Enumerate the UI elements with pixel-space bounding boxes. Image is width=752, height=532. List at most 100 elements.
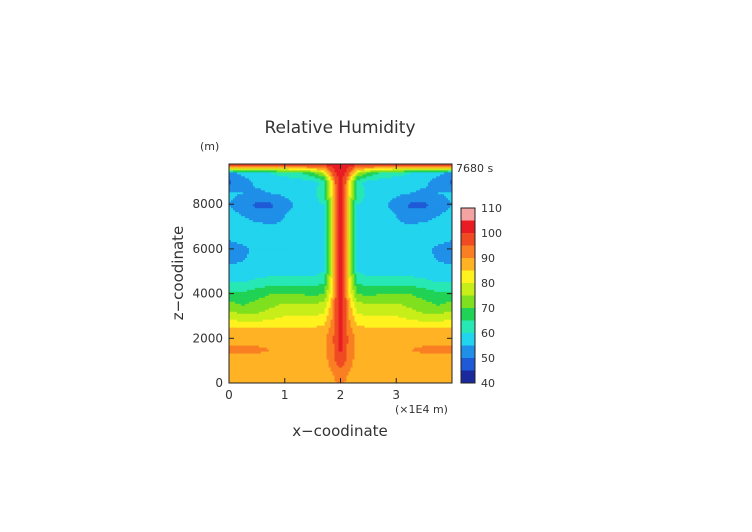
field-cell — [334, 377, 337, 380]
field-cell — [286, 353, 290, 356]
field-cell — [290, 369, 294, 372]
field-cell — [372, 321, 375, 324]
field-cell — [378, 321, 381, 324]
field-cell — [338, 331, 341, 334]
field-cell — [284, 367, 288, 370]
field-cell — [268, 307, 272, 310]
field-cell — [336, 311, 339, 314]
field-cell — [246, 293, 250, 296]
field-cell — [334, 297, 337, 300]
field-cell — [230, 363, 234, 366]
field-cell — [290, 353, 294, 356]
field-cell — [388, 311, 391, 314]
field-cell — [330, 367, 333, 370]
field-cell — [252, 337, 256, 340]
field-cell — [358, 301, 361, 304]
field-cell — [376, 341, 379, 344]
field-cell — [314, 303, 318, 306]
field-cell — [372, 353, 375, 356]
field-cell — [252, 333, 256, 336]
field-cell — [322, 365, 325, 368]
field-cell — [288, 353, 292, 356]
field-cell — [260, 359, 264, 362]
field-cell — [260, 355, 264, 358]
field-cell — [424, 295, 427, 298]
field-cell — [406, 325, 409, 328]
field-cell — [374, 339, 377, 342]
field-cell — [418, 341, 421, 344]
field-cell — [344, 355, 347, 358]
field-cell — [342, 381, 345, 384]
field-cell — [394, 341, 397, 344]
field-cell — [428, 321, 431, 324]
field-cell — [342, 343, 345, 346]
field-cell — [392, 373, 395, 376]
field-cell — [426, 335, 429, 338]
field-cell — [344, 311, 347, 314]
field-cell — [298, 337, 302, 340]
field-cell — [322, 367, 325, 370]
field-cell — [438, 365, 441, 368]
field-cell — [348, 333, 351, 336]
field-cell — [404, 373, 407, 376]
field-cell — [426, 305, 429, 308]
field-cell — [338, 313, 341, 316]
field-cell — [362, 377, 365, 380]
field-cell — [430, 329, 433, 332]
field-cell — [398, 349, 401, 352]
field-cell — [316, 317, 319, 320]
field-cell — [236, 359, 240, 362]
field-cell — [282, 331, 286, 334]
field-cell — [312, 311, 316, 314]
field-cell — [402, 343, 405, 346]
field-cell — [308, 379, 312, 382]
field-cell — [422, 379, 425, 382]
field-cell — [374, 327, 377, 330]
field-cell — [440, 369, 443, 372]
field-cell — [412, 345, 415, 348]
field-cell — [380, 339, 383, 342]
field-cell — [332, 321, 335, 324]
field-cell — [358, 365, 361, 368]
field-cell — [234, 331, 238, 334]
field-cell — [292, 349, 296, 352]
field-cell — [240, 311, 244, 314]
field-cell — [410, 311, 413, 314]
field-cell — [346, 331, 349, 334]
field-cell — [364, 301, 367, 304]
field-cell — [432, 357, 435, 360]
field-cell — [402, 381, 405, 384]
field-cell — [354, 367, 357, 370]
field-cell — [262, 323, 266, 326]
field-cell — [310, 335, 314, 338]
field-cell — [410, 325, 413, 328]
field-cell — [248, 311, 252, 314]
field-cell — [336, 317, 339, 320]
field-cell — [282, 363, 286, 366]
field-cell — [230, 297, 234, 300]
field-cell — [396, 327, 399, 330]
field-cell — [326, 373, 329, 376]
field-cell — [284, 357, 288, 360]
field-cell — [384, 305, 387, 308]
field-cell — [296, 361, 300, 364]
field-cell — [278, 313, 282, 316]
field-cell — [354, 371, 357, 374]
field-cell — [318, 355, 321, 358]
field-cell — [378, 357, 381, 360]
field-cell — [370, 349, 373, 352]
field-cell — [258, 303, 262, 306]
field-cell — [444, 349, 447, 352]
field-cell — [356, 357, 359, 360]
field-cell — [262, 311, 266, 314]
field-cell — [350, 325, 353, 328]
field-cell — [398, 295, 401, 298]
field-cell — [326, 357, 329, 360]
field-cell — [246, 381, 250, 384]
field-cell — [229, 319, 232, 322]
field-cell — [322, 321, 325, 324]
field-cell — [442, 359, 445, 362]
field-cell — [362, 343, 365, 346]
field-cell — [390, 363, 393, 366]
field-cell — [338, 349, 341, 352]
